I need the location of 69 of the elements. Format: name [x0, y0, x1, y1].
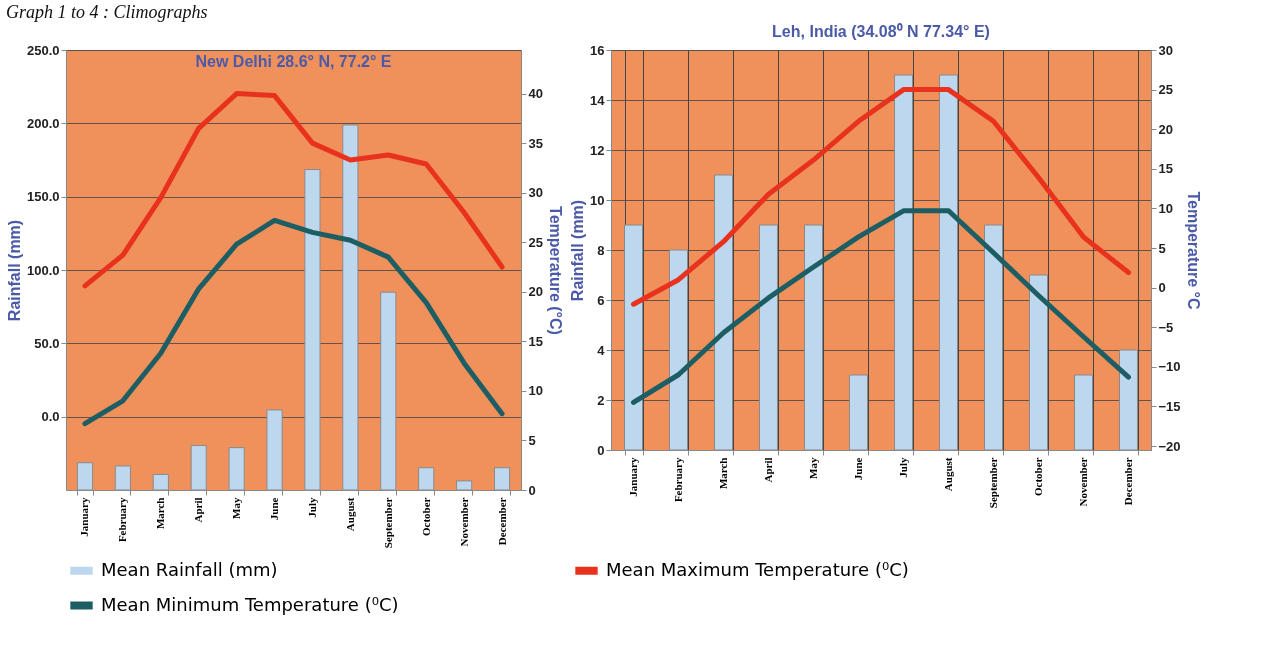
x-tick-label: March [154, 497, 167, 530]
x-tick-label: November [457, 497, 470, 547]
x-tick-label: June [852, 457, 864, 481]
legend-label: Mean Maximum Temperature (⁰C) [606, 558, 909, 580]
x-tick-label: February [672, 457, 684, 503]
caption: Graph 1 to 4 : Climographs [5, 1, 208, 22]
y2-tick-label: 25 [528, 234, 543, 250]
y2-tick-label: 30 [528, 185, 543, 201]
x-tick-label: October [419, 497, 432, 536]
y-tick-label: 150.0 [26, 189, 60, 205]
y2-axis-title: Temperature (°C) [546, 206, 564, 335]
y2-tick-label: 5 [1158, 240, 1166, 256]
y2-tick-label: −5 [1158, 319, 1174, 335]
x-tick-label: January [627, 457, 639, 497]
y2-tick-label: 0 [1158, 280, 1166, 296]
x-tick-label: March [717, 457, 729, 490]
x-tick-label: November [1077, 457, 1089, 507]
x-tick-label: May [230, 497, 243, 519]
y-tick-label: 100.0 [26, 262, 60, 278]
y-tick-label: 10 [590, 192, 605, 208]
y2-tick-label: 15 [1158, 161, 1173, 177]
y-tick-label: 6 [597, 292, 605, 308]
y2-tick-label: 35 [528, 135, 543, 151]
y2-tick-label: −20 [1158, 438, 1181, 454]
x-tick-label: December [495, 497, 508, 546]
x-tick-label: January [78, 497, 91, 537]
legend-label: Mean Rainfall (mm) [101, 558, 278, 580]
y2-tick-label: 10 [528, 383, 543, 399]
y-tick-label: 250.0 [26, 42, 60, 58]
x-tick-label: August [942, 457, 954, 492]
x-tick-label: July [897, 457, 909, 478]
x-tick-label: October [1032, 457, 1044, 496]
y-tick-label: 2 [597, 392, 605, 408]
y2-tick-label: 10 [1158, 200, 1173, 216]
x-tick-label: April [192, 497, 205, 523]
y-tick-label: 12 [590, 142, 605, 158]
x-tick-label: August [343, 497, 356, 532]
y2-axis-title: Temperature °C [1184, 191, 1202, 311]
legend-label: Mean Minimum Temperature (⁰C) [101, 593, 399, 615]
y2-tick-label: 25 [1158, 82, 1173, 98]
y-tick-label: 4 [597, 342, 606, 358]
y2-tick-label: 15 [528, 333, 543, 349]
y2-tick-label: 30 [1158, 42, 1173, 58]
y2-tick-label: 0 [528, 482, 536, 498]
x-tick-label: April [762, 457, 774, 483]
y2-tick-label: 20 [528, 284, 543, 300]
x-tick-label: September [987, 457, 999, 509]
y-tick-label: 50.0 [34, 335, 60, 351]
x-tick-label: September [381, 497, 394, 549]
y-tick-label: 200.0 [26, 115, 60, 131]
y-tick-label: 14 [590, 92, 606, 108]
x-tick-label: June [268, 497, 281, 521]
x-tick-label: May [807, 457, 819, 479]
y-axis-title: Rainfall (mm) [5, 219, 23, 322]
y-tick-label: 0 [597, 442, 605, 458]
x-tick-label: December [1122, 457, 1134, 506]
y2-tick-label: 40 [528, 86, 543, 102]
y2-tick-label: −10 [1158, 359, 1181, 375]
x-tick-label: July [305, 497, 318, 518]
chart-title: Leh, India (34.08⁰ N 77.34° E) [772, 23, 990, 40]
chart-title: New Delhi 28.6° N, 77.2° E [195, 53, 392, 70]
y-tick-label: 16 [590, 42, 605, 58]
y-tick-label: 8 [597, 242, 605, 258]
y-axis-title: Rainfall (mm) [569, 199, 587, 302]
y-tick-label: 0.0 [41, 409, 60, 425]
x-tick-label: February [116, 497, 129, 543]
y2-tick-label: −15 [1158, 398, 1181, 414]
y2-tick-label: 20 [1158, 121, 1173, 137]
y2-tick-label: 5 [528, 432, 536, 448]
